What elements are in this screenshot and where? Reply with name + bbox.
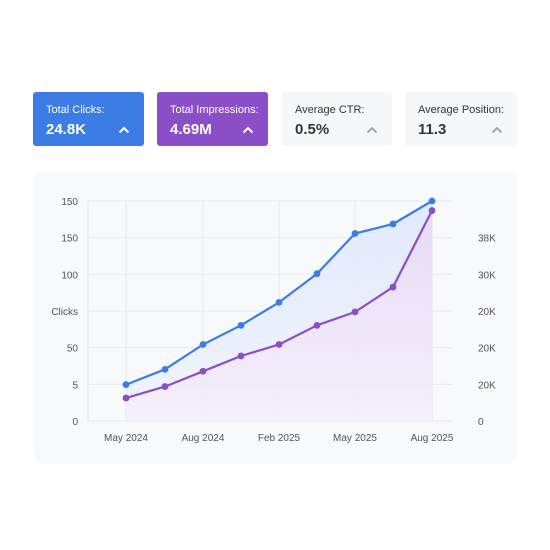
area-fills — [126, 201, 432, 421]
impressions-point[interactable] — [389, 283, 397, 291]
impressions-point[interactable] — [199, 367, 207, 375]
chevron-up-icon — [242, 126, 254, 134]
impressions-point[interactable] — [237, 352, 245, 360]
x-tick-label: Feb 2025 — [258, 433, 301, 444]
y-right-tick-label: 38K — [478, 234, 496, 245]
clicks-point[interactable] — [389, 220, 397, 228]
impressions-point[interactable] — [313, 321, 321, 329]
average-position-label: Average Position: — [418, 104, 505, 116]
clicks-point[interactable] — [351, 230, 359, 237]
y-left-tick-label: 150 — [61, 197, 78, 208]
total-impressions-value: 4.69M — [170, 121, 212, 138]
y-right-tick-label: 20K — [478, 307, 496, 318]
clicks-point[interactable] — [428, 197, 436, 205]
chevron-up-icon — [366, 126, 378, 134]
y-left-tick-label: 5 — [72, 380, 78, 391]
clicks-area — [126, 201, 432, 398]
y-right-tick-label: 0 — [478, 417, 484, 428]
x-tick-label: Aug 2024 — [182, 433, 225, 444]
impressions-point[interactable] — [275, 341, 283, 348]
impressions-point[interactable] — [161, 383, 169, 390]
total-clicks-card[interactable]: Total Clicks: 24.8K — [33, 92, 144, 146]
clicks-point[interactable] — [313, 270, 321, 278]
series-points — [122, 197, 436, 402]
average-position-card[interactable]: Average Position: 11.3 — [405, 92, 517, 146]
average-position-value: 11.3 — [418, 121, 447, 138]
impressions-point[interactable] — [351, 308, 359, 316]
x-tick-label: May 2025 — [333, 433, 377, 444]
clicks-point[interactable] — [161, 365, 169, 373]
impressions-point[interactable] — [428, 207, 436, 214]
y-left-tick-label: 50 — [67, 344, 79, 355]
impressions-area — [126, 210, 432, 421]
y-left-tick-label: 0 — [72, 417, 78, 428]
chevron-up-icon — [491, 126, 503, 134]
chevron-up-icon — [118, 126, 130, 134]
average-ctr-label: Average CTR: — [295, 104, 365, 116]
x-tick-label: May 2024 — [104, 433, 148, 444]
impressions-point[interactable] — [122, 394, 130, 402]
tick-labels: 0 5 50 Clicks 100 150 150 0 20K 20K 20K 30K 38K May 2… — [51, 197, 496, 444]
total-impressions-card[interactable]: Total Impressions: 4.69M — [157, 92, 268, 146]
total-clicks-value: 24.8K — [46, 121, 87, 138]
clicks-point[interactable] — [275, 298, 283, 306]
clicks-point[interactable] — [237, 321, 245, 329]
clicks-point[interactable] — [122, 381, 130, 389]
average-ctr-card[interactable]: Average CTR: 0.5% — [282, 92, 392, 146]
y-right-tick-label: 20K — [478, 380, 496, 391]
y-left-tick-label: 100 — [61, 270, 78, 281]
x-tick-label: Aug 2025 — [411, 433, 454, 444]
y-right-tick-label: 20K — [478, 344, 496, 355]
clicks-point[interactable] — [199, 341, 207, 348]
y-left-tick-label: Clicks — [51, 307, 78, 318]
y-right-tick-label: 30K — [478, 270, 496, 281]
total-clicks-label: Total Clicks: — [46, 104, 105, 116]
average-ctr-value: 0.5% — [295, 121, 330, 138]
y-left-tick-label: 150 — [61, 234, 78, 245]
total-impressions-label: Total Impressions: — [170, 104, 259, 116]
